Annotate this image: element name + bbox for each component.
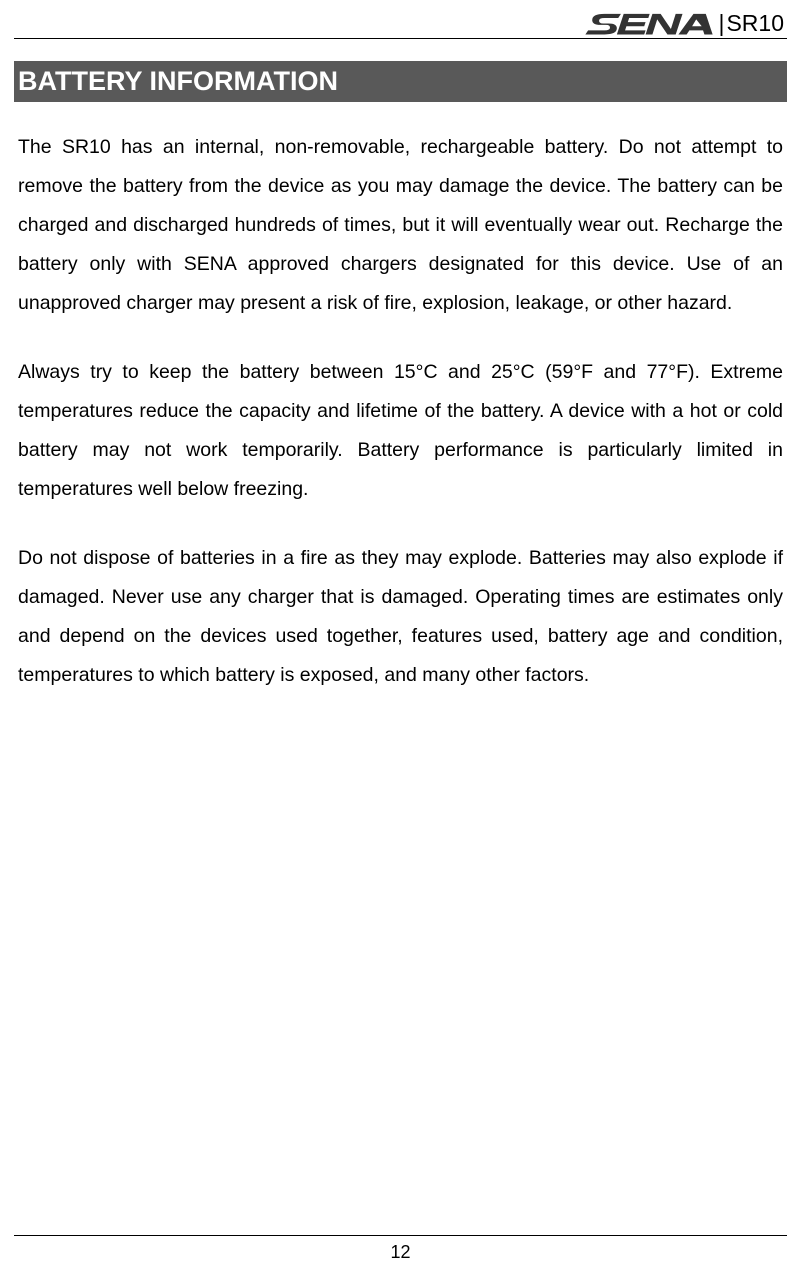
page-footer: 12 bbox=[14, 1235, 787, 1263]
header-separator: | bbox=[718, 10, 724, 37]
page-number: 12 bbox=[390, 1242, 410, 1262]
paragraph-3: Do not dispose of batteries in a fire as… bbox=[18, 539, 783, 695]
paragraph-2: Always try to keep the battery between 1… bbox=[18, 353, 783, 509]
page-header: | SR10 bbox=[14, 10, 787, 39]
paragraph-1: The SR10 has an internal, non-removable,… bbox=[18, 128, 783, 323]
section-title: BATTERY INFORMATION bbox=[14, 61, 787, 102]
sena-logo bbox=[584, 11, 714, 36]
model-label: SR10 bbox=[726, 10, 784, 37]
body-content: The SR10 has an internal, non-removable,… bbox=[14, 128, 787, 695]
